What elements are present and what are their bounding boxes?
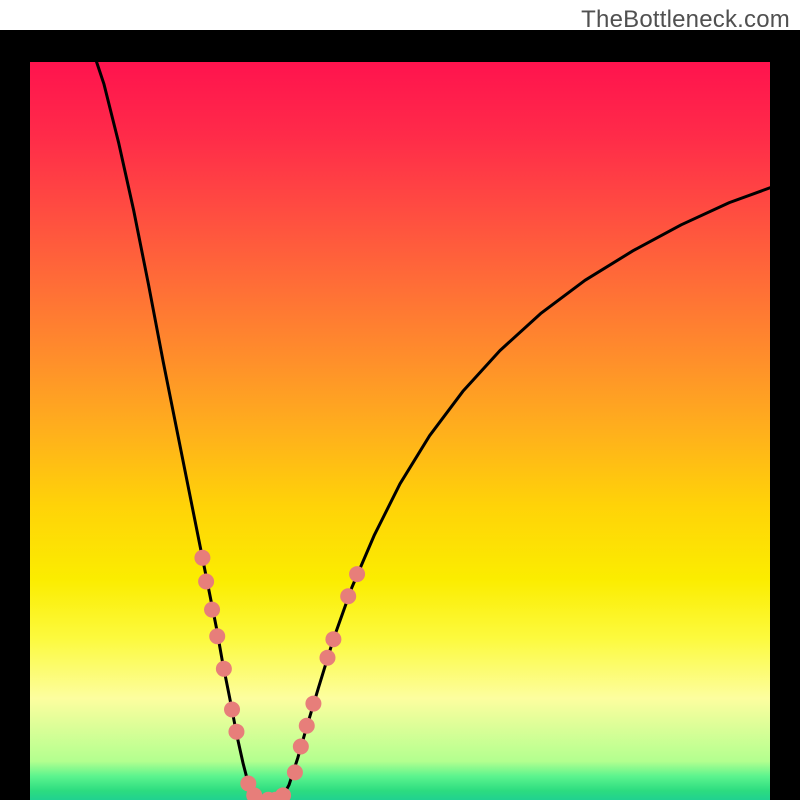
- bottleneck-chart: [30, 62, 770, 800]
- marker-dot: [287, 764, 303, 780]
- marker-dot: [204, 602, 220, 618]
- marker-dot: [299, 718, 315, 734]
- marker-dot: [198, 573, 214, 589]
- plot-background: [30, 62, 770, 800]
- marker-dot: [305, 696, 321, 712]
- marker-dot: [325, 631, 341, 647]
- marker-dot: [228, 724, 244, 740]
- marker-dot: [293, 739, 309, 755]
- marker-dot: [224, 702, 240, 718]
- marker-dot: [194, 550, 210, 566]
- marker-dot: [349, 566, 365, 582]
- marker-dot: [216, 661, 232, 677]
- marker-dot: [340, 588, 356, 604]
- chart-outer-frame: [0, 30, 800, 800]
- marker-dot: [209, 628, 225, 644]
- marker-dot: [319, 650, 335, 666]
- watermark: TheBottleneck.com: [581, 6, 790, 34]
- canvas-root: TheBottleneck.com: [0, 0, 800, 800]
